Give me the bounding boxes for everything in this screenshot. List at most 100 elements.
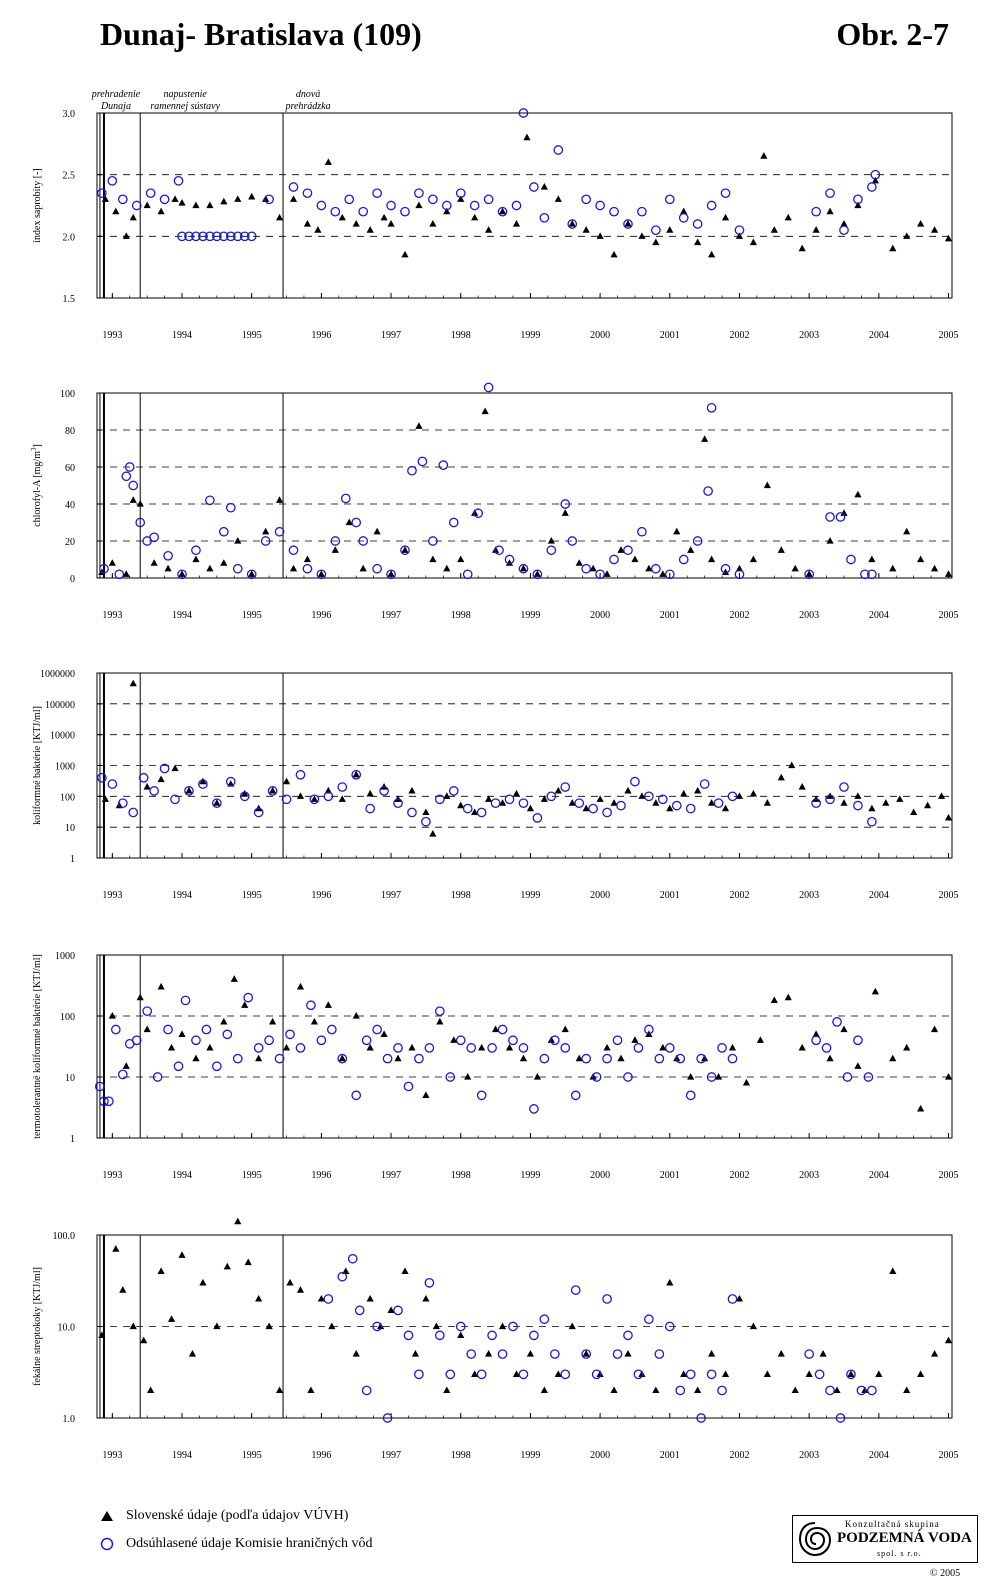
- chart-1-series-1-point: [340, 493, 351, 504]
- chart-0-series-0-point: [303, 220, 312, 227]
- chart-3-series-1-point: [706, 1072, 717, 1082]
- chart-4-series-1-point: [581, 1349, 592, 1359]
- chart-0-ylabel: index saprobity [-]: [32, 168, 43, 242]
- chart-4-series-0-point: [457, 1331, 465, 1338]
- chart-3-xtick-label-5: 1998: [451, 1170, 471, 1181]
- chart-3-xtick-label-2: 1995: [242, 1170, 262, 1181]
- chart-2-xtick-label-12: 2005: [939, 890, 959, 901]
- chart-1-xtick-label-2: 1995: [242, 610, 262, 621]
- chart-0-series-1-point: [455, 188, 466, 199]
- chart-4-series-1-point: [633, 1369, 644, 1380]
- chart-2-series-1-point: [462, 803, 473, 814]
- chart-3-series-0-point: [603, 1043, 611, 1051]
- chart-0-series-0-point: [798, 244, 806, 252]
- chart-3-series-1-point: [117, 1069, 128, 1080]
- chart-2-series-0-point: [944, 813, 953, 821]
- chart-1-series-0-point: [331, 546, 339, 553]
- chart-3-series-0-point: [157, 982, 165, 990]
- chart-1-series-1-point: [609, 554, 619, 565]
- chart-3-series-1-point: [361, 1035, 372, 1046]
- chart-1-series-0-point: [345, 518, 353, 526]
- chart-2-series-1-point: [138, 772, 149, 783]
- chart-3-series-1-point: [853, 1035, 863, 1046]
- chart-3-series-0-point: [917, 1104, 925, 1112]
- chart-1-xtick-label-7: 2000: [590, 610, 610, 621]
- chart-0-series-1-point: [664, 194, 675, 205]
- chart-3-series-0-point: [464, 1073, 472, 1080]
- chart-0-series-1-point: [539, 212, 550, 223]
- chart-3-series-1-point: [232, 1053, 243, 1064]
- chart-3-series-0-point: [854, 1062, 862, 1069]
- chart-0-series-1-point: [117, 194, 128, 205]
- chart-4-series-0-point: [652, 1386, 660, 1394]
- chart-3-series-1-point: [103, 1096, 114, 1107]
- chart-0-series-0-point: [401, 250, 409, 258]
- chart-3-xtick-label-12: 2005: [939, 1170, 959, 1181]
- chart-2-series-0-point: [882, 799, 890, 806]
- chart-4-series-0-point: [805, 1370, 813, 1377]
- chart-3-series-1-point: [560, 1043, 571, 1053]
- chart-3-series-1-point: [306, 1000, 316, 1011]
- chart-3-series-0-point: [450, 1036, 458, 1043]
- chart-3-series-0-point: [742, 1078, 751, 1086]
- chart-1-series-0-point: [533, 570, 541, 577]
- chart-4-series-0-point: [352, 1350, 360, 1357]
- chart-3-xtick-label-0: 1993: [102, 1170, 122, 1181]
- chart-4-series-1-point: [623, 1330, 633, 1341]
- chart-0-series-0-point: [694, 238, 702, 246]
- chart-4-series-0-point: [596, 1370, 604, 1377]
- chart-4-series-1-point: [476, 1369, 487, 1380]
- chart-1-ytick-label-0: 0: [70, 574, 75, 585]
- chart-3-series-1-point: [696, 1053, 706, 1064]
- chart-3-series-1-point: [285, 1029, 295, 1040]
- chart-4-series-0-point: [749, 1322, 758, 1330]
- chart-4-series-0-point: [411, 1350, 420, 1357]
- chart-3-series-1-point: [539, 1053, 550, 1064]
- chart-3-series-1-point: [654, 1053, 665, 1064]
- chart-1-series-1-point: [567, 536, 578, 546]
- chart-4-series-0-point: [680, 1370, 688, 1377]
- chart-4-series-0-point: [610, 1386, 618, 1394]
- chart-1-series-1-point: [149, 532, 159, 543]
- chart-4-frame: [96, 1234, 953, 1419]
- chart-1-series-0-point: [749, 555, 758, 563]
- chart-1-series-1-point: [386, 569, 396, 580]
- chart-1-series-1-point: [595, 569, 605, 580]
- chart-3-series-0-point: [617, 1054, 625, 1062]
- chart-4-series-1-point: [539, 1314, 550, 1325]
- chart-1-series-1-point: [163, 550, 173, 561]
- chart-4-series-0-point: [244, 1258, 252, 1266]
- chart-2-series-1-point: [351, 769, 362, 780]
- chart-3-series-0-point: [122, 1062, 130, 1069]
- chart-4-series-0-point: [199, 1278, 207, 1286]
- chart-4-series-0-point: [498, 1322, 507, 1330]
- chart-0-series-1-point: [400, 206, 410, 217]
- legend-commission-label: Odsúhlasené údaje Komisie hraničných vôd: [126, 1536, 373, 1551]
- chart-1-series-0-point: [415, 422, 423, 429]
- chart-3-series-1-point: [581, 1053, 592, 1064]
- chart-3-series-0-point: [687, 1073, 695, 1080]
- chart-2-xtick-label-10: 2003: [799, 890, 819, 901]
- chart-0-series-0-point: [122, 232, 130, 239]
- chart-2-series-0-point: [735, 792, 744, 799]
- chart-3-series-1-point: [414, 1053, 424, 1064]
- chart-3-series-1-point: [821, 1043, 832, 1053]
- chart-0-series-0-point: [443, 207, 451, 215]
- chart-0-series-1-point: [316, 200, 327, 211]
- chart-2-series-1-point: [476, 807, 487, 818]
- chart-0-series-0-point: [171, 195, 179, 202]
- chart-3-xtick-label-10: 2003: [799, 1170, 819, 1181]
- chart-1-series-0-point: [275, 496, 284, 503]
- chart-0-series-1-point: [511, 200, 522, 211]
- chart-2-series-0-point: [924, 801, 932, 809]
- chart-2-series-0-point: [241, 789, 249, 797]
- chart-1-series-1-point: [205, 495, 215, 506]
- chart-3-series-0-point: [422, 1091, 430, 1098]
- chart-2-series-0-point: [213, 799, 221, 806]
- chart-4-xtick-label-3: 1996: [311, 1450, 331, 1461]
- chart-4-series-1-point: [487, 1330, 497, 1341]
- chart-0-series-1-point: [212, 231, 222, 242]
- chart-2-ytick-label-5: 100000: [45, 700, 75, 711]
- chart-0-series-1-point: [870, 169, 881, 180]
- chart-3-series-0-point: [143, 1025, 151, 1033]
